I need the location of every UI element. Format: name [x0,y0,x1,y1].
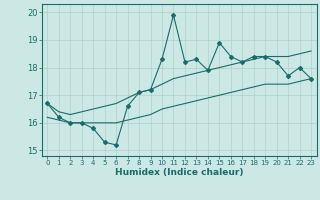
X-axis label: Humidex (Indice chaleur): Humidex (Indice chaleur) [115,168,244,177]
